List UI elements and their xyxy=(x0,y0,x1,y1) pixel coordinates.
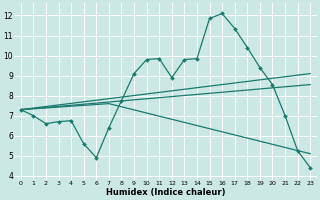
X-axis label: Humidex (Indice chaleur): Humidex (Indice chaleur) xyxy=(106,188,225,197)
